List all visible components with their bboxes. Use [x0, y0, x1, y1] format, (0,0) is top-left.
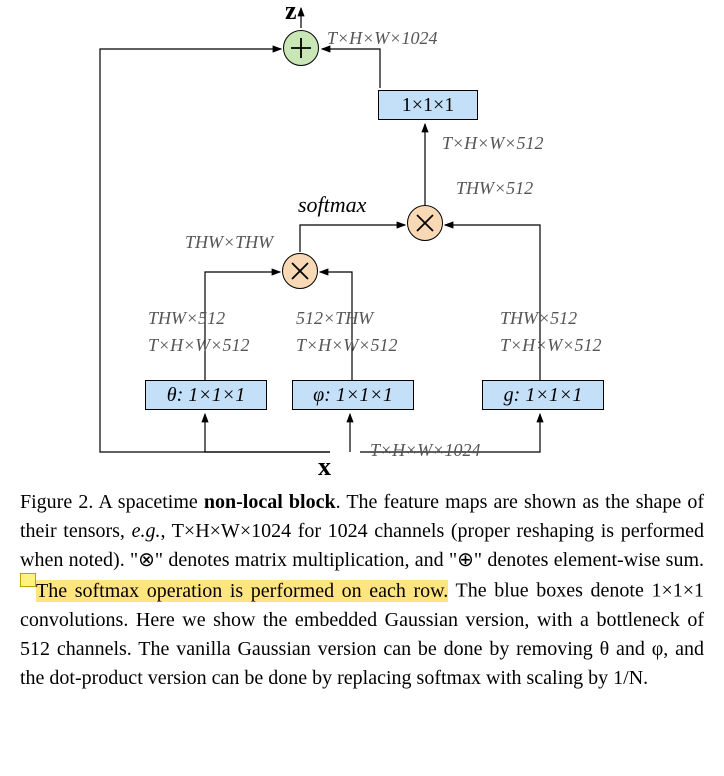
edge-x-theta: [205, 414, 330, 452]
g-box: g: 1×1×1: [482, 380, 604, 410]
dim-bottom: T×H×W×1024: [370, 440, 480, 461]
topconv-box: 1×1×1: [378, 90, 478, 120]
figure-caption: Figure 2. A spacetime non-local block. T…: [0, 480, 724, 713]
caption-eg: e.g.: [132, 520, 161, 542]
caption-bold: non-local block: [204, 491, 336, 513]
dim-g2: T×H×W×512: [500, 335, 601, 356]
softmax-label: softmax: [298, 192, 366, 218]
dim-phi2: T×H×W×512: [296, 335, 397, 356]
caption-highlight: The softmax operation is performed on ea…: [36, 580, 448, 602]
dim-theta1: THW×512: [148, 308, 225, 329]
dim-after-top: T×H×W×512: [442, 133, 543, 154]
dim-g1: THW×512: [500, 308, 577, 329]
figure-container: z 1×1×1 softmax θ: 1×1×1 φ: 1×1×1 g: 1×1…: [0, 0, 724, 713]
diagram: z 1×1×1 softmax θ: 1×1×1 φ: 1×1×1 g: 1×1…: [0, 0, 724, 480]
output-z-label: z: [285, 0, 297, 26]
dim-top-out: T×H×W×1024: [327, 28, 437, 49]
plus-op: [283, 30, 319, 66]
dim-phi1: 512×THW: [296, 308, 373, 329]
dim-theta2: T×H×W×512: [148, 335, 249, 356]
theta-box: θ: 1×1×1: [145, 380, 267, 410]
matmul2-op: [407, 205, 443, 241]
caption-prefix: Figure 2. A spacetime: [20, 491, 204, 513]
matmul1-op: [282, 253, 318, 289]
dim-thwthw: THW×THW: [185, 232, 273, 253]
edge-mul1-mul2: [300, 225, 405, 252]
dim-before-m2: THW×512: [456, 178, 533, 199]
input-x-label: x: [318, 452, 331, 482]
edge-topconv-plus: [322, 49, 380, 88]
edge-g-mul2: [445, 225, 540, 380]
annotation-comment-icon[interactable]: [20, 573, 36, 587]
phi-box: φ: 1×1×1: [292, 380, 414, 410]
